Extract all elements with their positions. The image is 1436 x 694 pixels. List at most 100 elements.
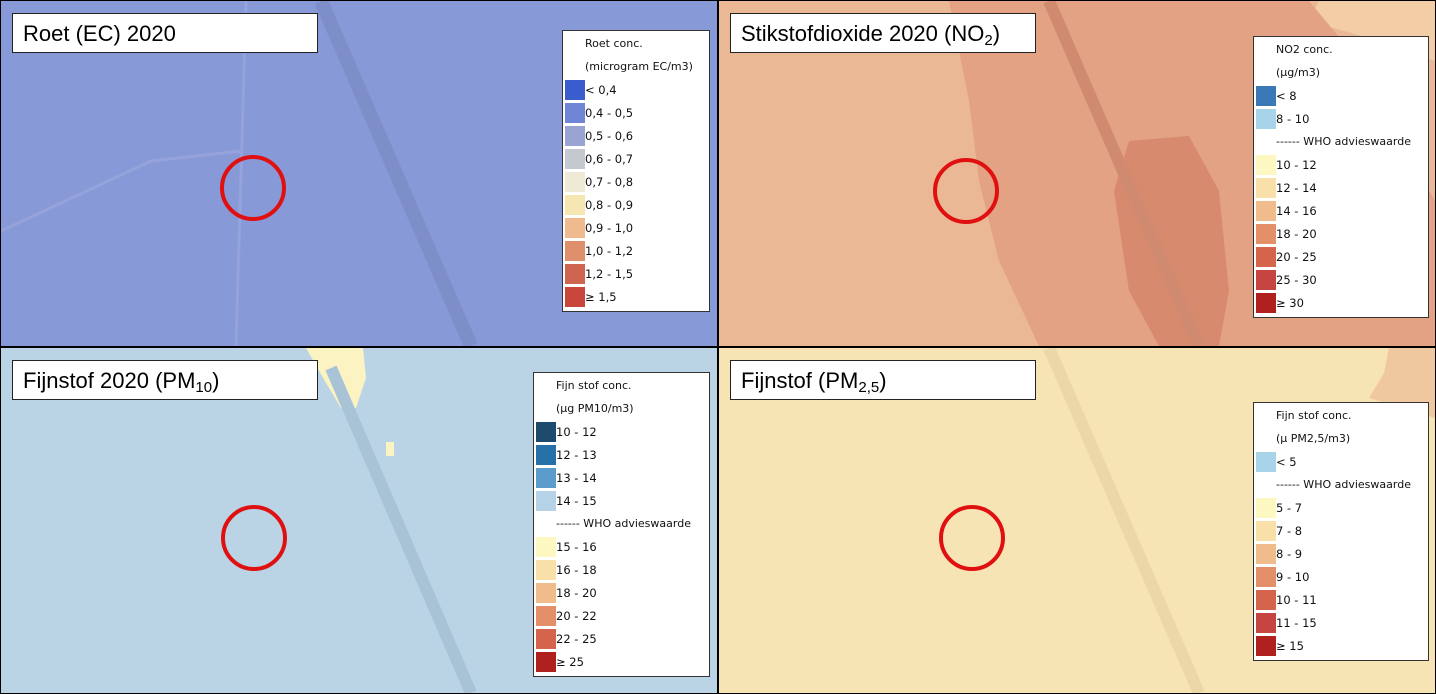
legend-label: 16 - 18 (556, 563, 597, 577)
legend-label: ≥ 15 (1276, 639, 1304, 653)
legend-item: 22 - 25 (534, 628, 709, 651)
map-background (939, 348, 1435, 693)
legend-label: 12 - 13 (556, 448, 597, 462)
legend-item: 0,8 - 0,9 (563, 194, 709, 217)
legend-item: 1,0 - 1,2 (563, 240, 709, 263)
legend-item: ≥ 15 (1254, 635, 1428, 658)
legend-item: ------ WHO advieswaarde (1254, 131, 1428, 154)
legend-swatch (1256, 636, 1276, 656)
title-subscript: 2,5 (858, 379, 880, 396)
legend-header: (microgram EC/m3) (585, 60, 693, 73)
legend-label: 25 - 30 (1276, 273, 1317, 287)
legend-item: 12 - 14 (1254, 177, 1428, 200)
legend-header-row: (microgram EC/m3) (563, 56, 709, 79)
legend-label: ------ WHO advieswaarde (556, 517, 691, 530)
legend-swatch (536, 491, 556, 511)
legend-label: 10 - 12 (556, 425, 597, 439)
legend-item: < 5 (1254, 451, 1428, 474)
legend-header-row: (µg/m3) (1254, 62, 1428, 85)
legend-label: ------ WHO advieswaarde (1276, 478, 1411, 491)
legend-item: ------ WHO advieswaarde (534, 513, 709, 536)
legend-label: 0,4 - 0,5 (585, 106, 634, 120)
legend-header-row: (µ PM2,5/m3) (1254, 428, 1428, 451)
legend-label: < 5 (1276, 455, 1297, 469)
legend-item: 10 - 12 (1254, 154, 1428, 177)
legend-swatch (565, 241, 585, 261)
legend-swatch (536, 606, 556, 626)
panel-title: Fijnstof 2020 (PM10) (12, 360, 318, 400)
legend: Fijn stof conc. (µg PM10/m3) 10 - 12 12 - 1… (533, 372, 710, 677)
legend-item: ≥ 25 (534, 651, 709, 674)
legend-swatch (1256, 201, 1276, 221)
legend-item: < 0,4 (563, 79, 709, 102)
legend-label: 14 - 15 (556, 494, 597, 508)
legend-label: ≥ 25 (556, 655, 584, 669)
legend-swatch (1256, 247, 1276, 267)
legend-item: 10 - 11 (1254, 589, 1428, 612)
map-background (1, 1, 478, 346)
legend-header: NO2 conc. (1276, 43, 1333, 56)
title-text: ) (212, 368, 220, 393)
legend-label: 20 - 22 (556, 609, 597, 623)
legend-label: 18 - 20 (556, 586, 597, 600)
legend-item: 18 - 20 (1254, 223, 1428, 246)
legend-swatch (565, 149, 585, 169)
legend-label: 22 - 25 (556, 632, 597, 646)
legend-item: 20 - 25 (1254, 246, 1428, 269)
legend-label: ≥ 1,5 (585, 290, 617, 304)
legend-swatch (536, 629, 556, 649)
legend-header-row: NO2 conc. (1254, 39, 1428, 62)
legend-swatch (565, 287, 585, 307)
legend-swatch (536, 560, 556, 580)
legend-label: 0,8 - 0,9 (585, 198, 634, 212)
legend-swatch (536, 652, 556, 672)
legend-swatch (1256, 270, 1276, 290)
legend-item: < 8 (1254, 85, 1428, 108)
legend-header-row: (µg PM10/m3) (534, 398, 709, 421)
legend-swatch (1256, 178, 1276, 198)
legend-item: 14 - 16 (1254, 200, 1428, 223)
legend-item: 13 - 14 (534, 467, 709, 490)
map-panel: Fijnstof (PM2,5) Fijn stof conc. (µ PM2,5/… (718, 347, 1436, 694)
map-panel: Roet (EC) 2020 Roet conc. (microgram EC/m3… (0, 0, 718, 347)
legend-item: 10 - 12 (534, 421, 709, 444)
legend-label: 1,0 - 1,2 (585, 244, 634, 258)
title-text: Fijnstof (PM (741, 368, 859, 393)
legend-header-row: Roet conc. (563, 33, 709, 56)
map-panel: Fijnstof 2020 (PM10) Fijn stof conc. (µg P… (0, 347, 718, 694)
legend-item: 1,2 - 1,5 (563, 263, 709, 286)
map-background (221, 348, 477, 693)
legend-swatch (565, 103, 585, 123)
legend-swatch (565, 218, 585, 238)
panel-title: Stikstofdioxide 2020 (NO2) (730, 13, 1036, 53)
panel-title: Fijnstof (PM2,5) (730, 360, 1036, 400)
legend-label: 9 - 10 (1276, 570, 1310, 584)
legend-label: 13 - 14 (556, 471, 597, 485)
legend-label: 8 - 10 (1276, 112, 1310, 126)
legend-header-row: Fijn stof conc. (534, 375, 709, 398)
title-subscript: 2 (984, 32, 993, 49)
legend-swatch (536, 583, 556, 603)
legend-item: 0,7 - 0,8 (563, 171, 709, 194)
legend-swatch (1256, 544, 1276, 564)
legend-item: 14 - 15 (534, 490, 709, 513)
title-text: ) (879, 368, 887, 393)
legend-item: 5 - 7 (1254, 497, 1428, 520)
legend-swatch (1256, 613, 1276, 633)
legend-item: 9 - 10 (1254, 566, 1428, 589)
panel-title: Roet (EC) 2020 (12, 13, 318, 53)
legend-swatch (1256, 498, 1276, 518)
legend-label: 0,7 - 0,8 (585, 175, 634, 189)
legend-swatch (565, 195, 585, 215)
legend-swatch (536, 445, 556, 465)
legend-swatch (565, 264, 585, 284)
legend-item: 20 - 22 (534, 605, 709, 628)
legend-item: ≥ 1,5 (563, 286, 709, 309)
legend-swatch (1256, 224, 1276, 244)
legend-label: 20 - 25 (1276, 250, 1317, 264)
legend-label: 0,9 - 1,0 (585, 221, 634, 235)
legend-item: 0,4 - 0,5 (563, 102, 709, 125)
legend-swatch (536, 468, 556, 488)
legend: Roet conc. (microgram EC/m3) < 0,4 0,4 - 0,… (562, 30, 710, 312)
